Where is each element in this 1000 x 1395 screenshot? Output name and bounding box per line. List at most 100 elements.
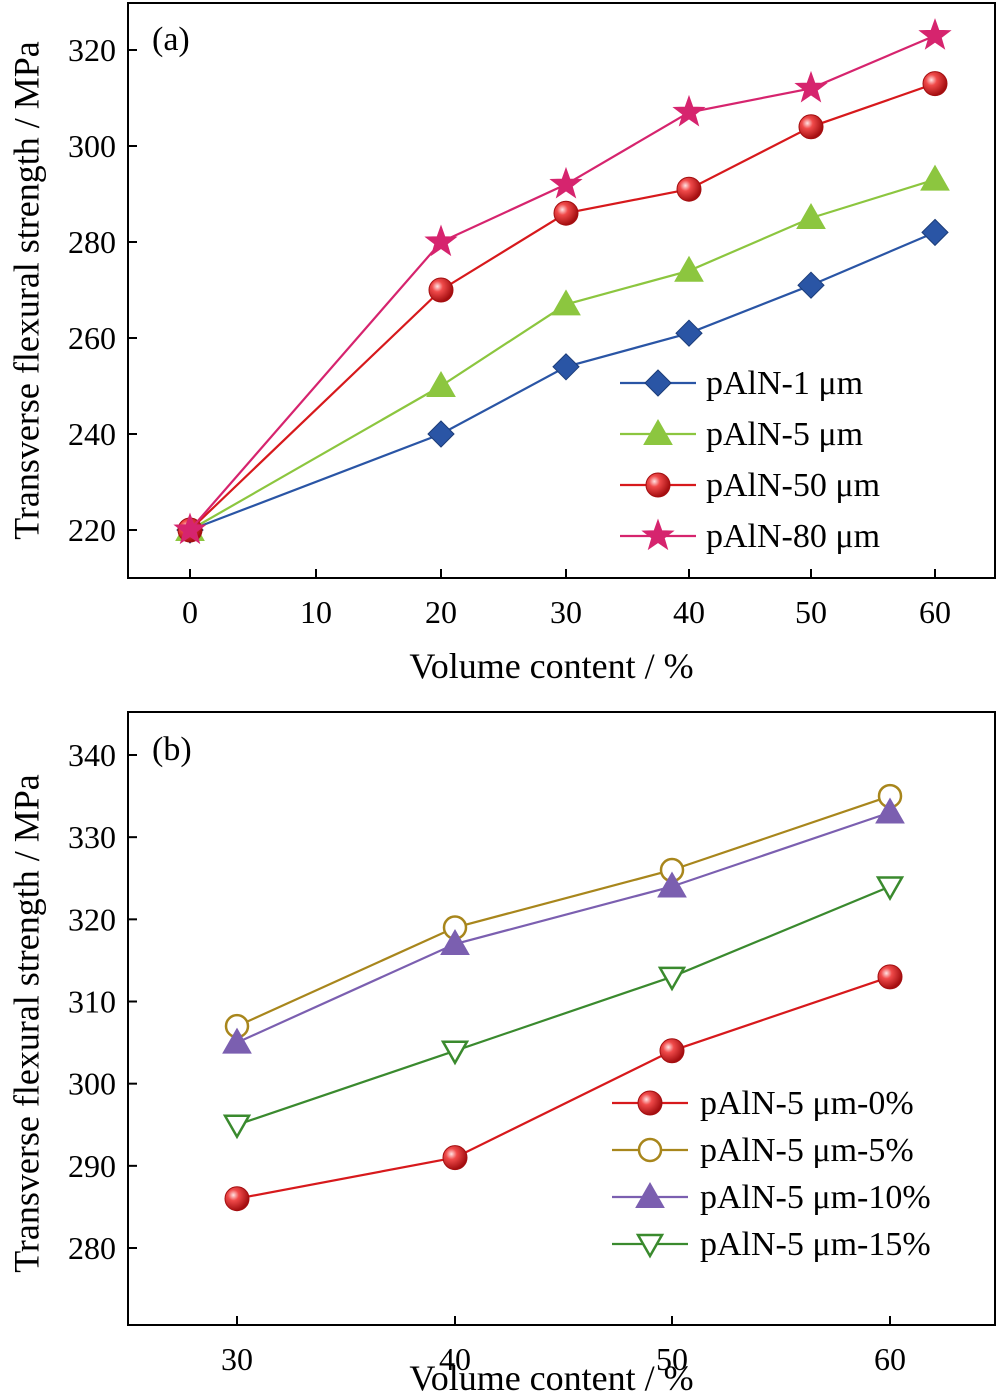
y-tick-label: 310: [68, 984, 116, 1020]
data-point: [222, 1027, 252, 1054]
data-point: [674, 255, 704, 282]
x-tick-label: 30: [550, 594, 582, 630]
x-tick-label: 50: [656, 1341, 688, 1377]
data-point: [921, 218, 949, 247]
data-point: [427, 420, 455, 448]
legend-label: pAlN-5 μm-10%: [700, 1179, 931, 1216]
panel-label: (a): [152, 21, 190, 58]
chart-panel-b: 30 40 50 60 280 290 300 310 320 330 340 Volume cont…: [6, 711, 996, 1395]
data-point: [426, 370, 456, 397]
y-tick-label: 300: [68, 1066, 116, 1102]
data-point: [552, 353, 580, 381]
data-point: [794, 70, 828, 103]
legend-marker: [643, 418, 673, 445]
data-point: [875, 797, 905, 824]
legend-marker: [637, 1090, 663, 1116]
series-3: [222, 876, 905, 1140]
data-point: [553, 200, 579, 226]
data-point: [657, 871, 687, 898]
legend-item: pAlN-5 μm-10%: [612, 1179, 931, 1216]
data-point: [424, 224, 458, 257]
x-tick-label: 20: [425, 594, 457, 630]
data-point: [224, 1186, 250, 1212]
series-3: [173, 18, 952, 545]
legend-item: pAlN-5 μm: [620, 416, 863, 453]
data-point: [920, 164, 950, 191]
x-axis-title: Volume content / %: [409, 646, 693, 686]
data-point: [440, 1040, 470, 1066]
data-point: [442, 1145, 468, 1171]
data-point: [657, 966, 687, 992]
y-tick-label: 280: [68, 224, 116, 260]
legend: pAlN-1 μm pAlN-5 μm pAlN-50 μm pAlN-80 μm: [620, 365, 880, 555]
y-tick-label: 340: [68, 737, 116, 773]
data-point: [676, 176, 702, 202]
legend-label: pAlN-5 μm: [706, 416, 863, 453]
data-point: [549, 166, 583, 199]
y-tick-label: 220: [68, 512, 116, 548]
legend-label: pAlN-5 μm-0%: [700, 1085, 914, 1122]
legend-label: pAlN-1 μm: [706, 365, 863, 402]
legend-label: pAlN-5 μm-15%: [700, 1226, 931, 1263]
legend-marker: [641, 518, 675, 551]
legend-item: pAlN-5 μm-15%: [612, 1226, 931, 1263]
legend: pAlN-5 μm-0% pAlN-5 μm-5% pAlN-5 μm-10% pAl…: [612, 1085, 931, 1263]
legend-label: pAlN-80 μm: [706, 518, 880, 555]
legend-item: pAlN-80 μm: [620, 518, 880, 555]
legend-marker: [635, 1233, 665, 1259]
y-tick-label: 330: [68, 819, 116, 855]
y-tick-label: 300: [68, 128, 116, 164]
plot-frame: [127, 711, 996, 1326]
series-line: [189, 178, 936, 531]
legend-label: pAlN-5 μm-5%: [700, 1132, 914, 1169]
legend-marker: [637, 1137, 663, 1163]
x-tick-label: 60: [919, 594, 951, 630]
series-line: [189, 34, 936, 531]
data-point: [875, 876, 905, 901]
legend-item: pAlN-5 μm-5%: [612, 1132, 914, 1169]
series-line: [236, 885, 891, 1126]
data-point: [440, 928, 470, 955]
data-point: [922, 71, 948, 97]
data-point: [428, 277, 454, 303]
data-point: [796, 202, 826, 229]
x-tick-label: 10: [300, 594, 332, 630]
y-tick-label: 240: [68, 416, 116, 452]
legend-marker: [645, 472, 671, 498]
data-point: [798, 114, 824, 140]
data-point: [222, 1114, 252, 1140]
y-axis-title: Transverse flexural strength / MPa: [6, 41, 46, 540]
data-point: [675, 319, 703, 347]
series-line: [236, 975, 891, 1200]
data-point: [551, 289, 581, 316]
x-tick-label: 30: [221, 1341, 253, 1377]
series-line: [236, 795, 891, 1028]
y-tick-label: 260: [68, 320, 116, 356]
x-axis-title: Volume content / %: [409, 1358, 693, 1395]
series-0: [224, 964, 903, 1212]
legend-marker: [644, 369, 672, 397]
legend-item: pAlN-50 μm: [620, 467, 880, 504]
series-2: [222, 797, 905, 1054]
data-point: [173, 512, 207, 545]
series-1: [224, 783, 903, 1039]
x-tick-label: 50: [795, 594, 827, 630]
y-axis-title: Transverse flexural strength / MPa: [6, 774, 46, 1273]
y-tick-label: 320: [68, 901, 116, 937]
data-point: [659, 1038, 685, 1064]
chart-panel-a: 0 10 20 30 40 50 60 220 240 260 280 300 320 Volume co…: [6, 2, 996, 686]
series-line: [189, 82, 936, 531]
data-point: [918, 18, 952, 50]
y-tick-label: 290: [68, 1148, 116, 1184]
x-tick-label: 0: [182, 594, 198, 630]
legend-item: pAlN-1 μm: [620, 365, 863, 402]
data-point: [877, 964, 903, 990]
legend-label: pAlN-50 μm: [706, 467, 880, 504]
data-point: [672, 94, 706, 127]
legend-marker: [635, 1181, 665, 1208]
y-tick-label: 280: [68, 1230, 116, 1266]
x-tick-label: 40: [439, 1341, 471, 1377]
panel-label: (b): [152, 731, 192, 768]
x-tick-label: 60: [874, 1341, 906, 1377]
plot-frame: [127, 2, 996, 579]
